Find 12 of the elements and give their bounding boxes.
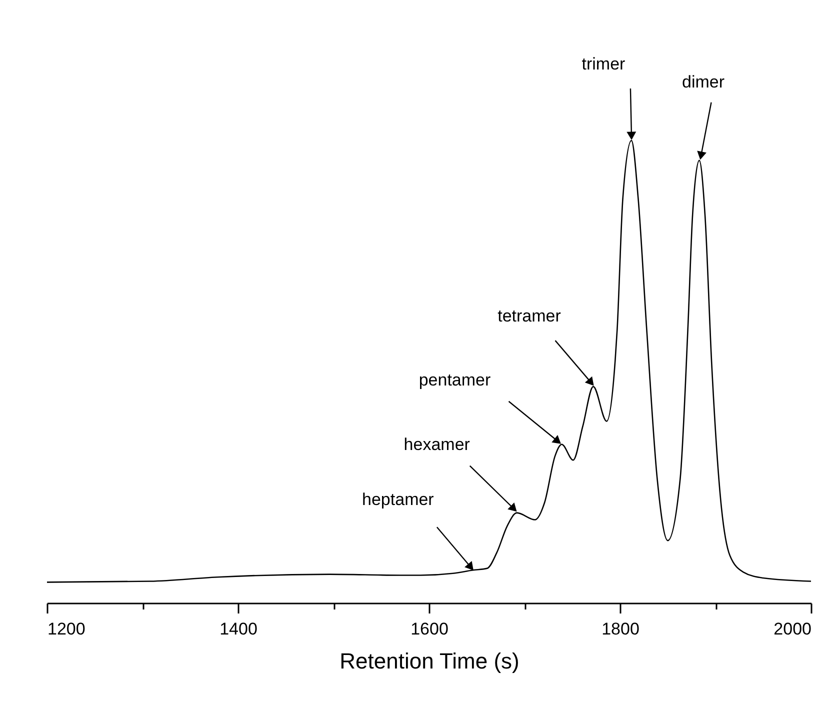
annotation: hexamer [404, 434, 470, 454]
annotation: heptamer [362, 490, 434, 510]
x-tick-label: 1200 [48, 620, 86, 638]
annotation: dimer [682, 72, 725, 92]
x-tick-label: 2000 [774, 620, 812, 638]
annotation: tetramer [498, 306, 562, 326]
annotation: trimer [582, 54, 626, 74]
annotation: pentamer [418, 370, 491, 390]
x-axis-title: Retention Time (s) [340, 648, 520, 674]
x-tick-label: 1400 [220, 620, 258, 638]
x-tick-label: 1600 [410, 620, 448, 638]
x-tick-label: 1800 [602, 620, 640, 638]
